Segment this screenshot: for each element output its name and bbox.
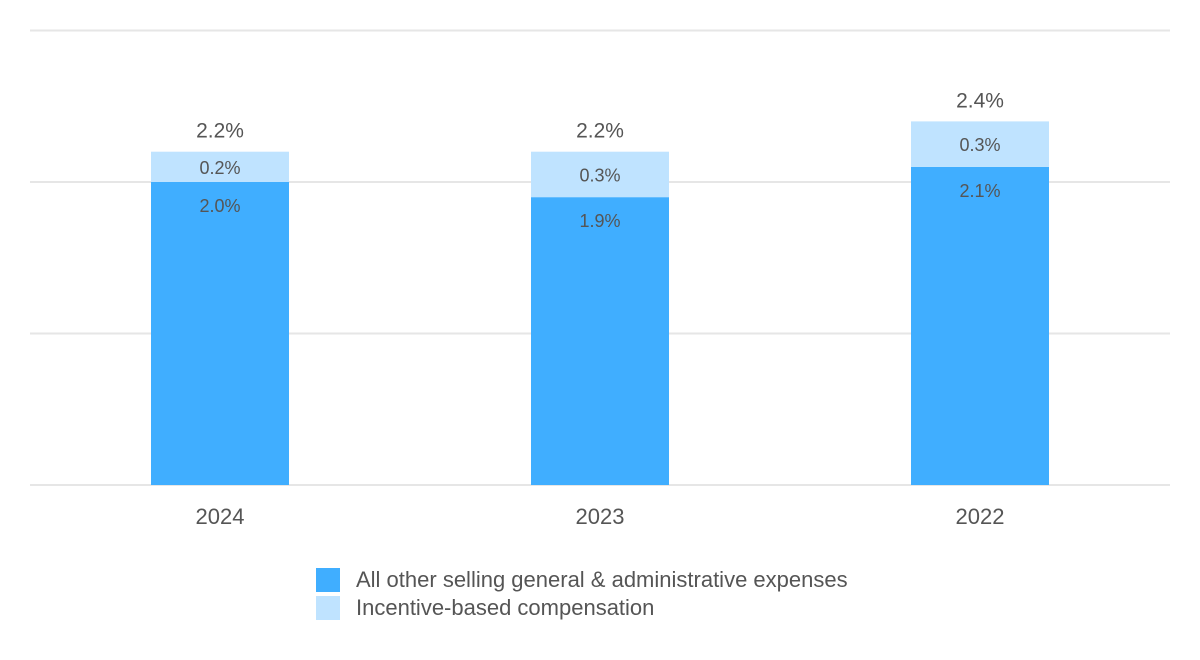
- bar-segment: [531, 197, 669, 485]
- legend-swatch: [316, 568, 340, 592]
- data-label: 1.9%: [579, 211, 620, 231]
- bar-segment: [911, 121, 1049, 167]
- data-label: 2.0%: [199, 196, 240, 216]
- data-label: 0.2%: [199, 158, 240, 178]
- x-tick-label: 2024: [196, 504, 245, 529]
- bar-segment: [531, 151, 669, 198]
- data-label: 2.1%: [959, 181, 1000, 201]
- bar-segment: [911, 166, 1049, 485]
- x-tick-label: 2023: [576, 504, 625, 529]
- data-label: 0.3%: [959, 135, 1000, 155]
- legend-item-incentive: Incentive-based compensation: [316, 594, 848, 622]
- total-label: 2.2%: [576, 120, 624, 143]
- bar-segment: [151, 151, 289, 182]
- legend-item-other-sga: All other selling general & administrati…: [316, 566, 848, 594]
- x-tick-label: 2022: [956, 504, 1005, 529]
- legend-label: All other selling general & administrati…: [356, 567, 848, 592]
- legend-label: Incentive-based compensation: [356, 595, 655, 620]
- bar-segment: [151, 182, 289, 485]
- legend-swatch: [316, 596, 340, 620]
- data-label: 0.3%: [579, 165, 620, 185]
- legend: All other selling general & administrati…: [316, 566, 848, 622]
- total-label: 2.4%: [956, 89, 1004, 112]
- total-label: 2.2%: [196, 120, 244, 143]
